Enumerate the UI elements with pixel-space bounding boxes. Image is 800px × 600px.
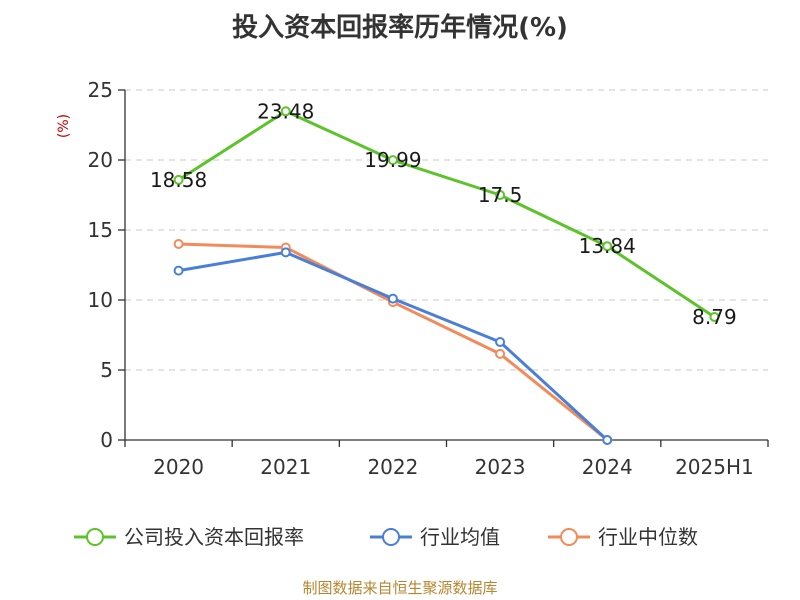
data-point (495, 190, 506, 200)
data-label: 18.58 (150, 168, 207, 192)
data-point (495, 348, 506, 359)
data-label: 19.99 (364, 148, 421, 172)
data-label: 17.5 (478, 183, 523, 207)
x-tick-label: 2022 (367, 455, 418, 479)
y-tick-label: 0 (100, 428, 113, 452)
data-label: 8.79 (692, 305, 737, 329)
data-point (709, 311, 720, 322)
legend: 公司投入资本回报率 行业均值 行业中位数 (74, 525, 698, 549)
data-point (602, 435, 613, 445)
data-point (173, 174, 184, 185)
y-tick-label: 5 (100, 358, 113, 382)
data-point (173, 239, 184, 249)
data-point (387, 293, 398, 304)
data-point (280, 106, 291, 117)
data-point (387, 155, 398, 166)
x-tick-label: 2020 (153, 455, 204, 479)
x-tick-label: 2021 (260, 455, 311, 479)
y-tick-label: 10 (88, 288, 113, 312)
legend-label: 行业中位数 (598, 525, 698, 549)
y-tick-label: 25 (88, 78, 113, 102)
chart-title: 投入资本回报率历年情况(%) (232, 12, 568, 43)
legend-marker (86, 528, 104, 546)
data-label-layer: 18.58 23.48 19.99 17.5 13.84 8.79 (150, 99, 737, 329)
legend-marker (382, 528, 400, 546)
x-tick-label: 2024 (582, 455, 633, 479)
data-point (173, 265, 184, 276)
grid-layer (125, 89, 768, 371)
data-label: 13.84 (579, 234, 636, 258)
x-tick-label: 2023 (475, 455, 526, 479)
legend-marker (560, 528, 578, 546)
data-label: 23.48 (257, 99, 314, 123)
y-tick-label: 20 (88, 148, 113, 172)
legend-label: 行业均值 (420, 525, 500, 549)
data-point (602, 241, 613, 252)
series-line (177, 250, 609, 442)
series-line (177, 109, 716, 319)
legend-label: 公司投入资本回报率 (124, 525, 304, 549)
data-point (495, 337, 506, 347)
source-note: 制图数据来自恒生聚源数据库 (302, 579, 497, 597)
series-layer (173, 106, 720, 445)
y-axis-unit-label: (%) (56, 114, 72, 138)
axis-layer: 0 5 10 15 20 25 2020 2021 2022 2023 2024 2025H1 (88, 78, 769, 479)
y-tick-label: 15 (88, 218, 113, 242)
data-point (280, 247, 291, 258)
series-line (177, 242, 609, 442)
x-tick-label: 2025H1 (675, 455, 754, 479)
